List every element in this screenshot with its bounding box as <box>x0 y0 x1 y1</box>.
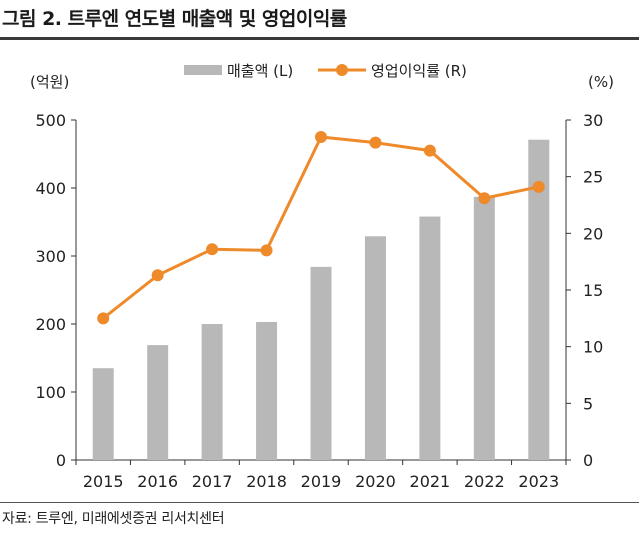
line-point <box>97 312 110 325</box>
y-tick-label-right: 25 <box>583 168 603 187</box>
x-tick-label: 2021 <box>410 472 451 491</box>
bar <box>92 368 114 460</box>
x-tick-label: 2017 <box>192 472 233 491</box>
legend-swatch-bar <box>184 65 222 75</box>
x-tick-label: 2016 <box>137 472 178 491</box>
legend-label-line: 영업이익률 (R) <box>371 62 467 80</box>
bar <box>473 196 495 460</box>
y-tick-label-right: 5 <box>583 394 593 413</box>
line-point <box>478 192 491 205</box>
line-point <box>260 244 273 257</box>
line-point <box>315 131 327 143</box>
bar <box>201 324 223 460</box>
bar <box>364 236 386 460</box>
y-tick-label-left: 400 <box>35 179 66 198</box>
title-divider <box>0 37 639 40</box>
y-tick-label-left: 100 <box>35 383 66 402</box>
bar <box>528 139 550 460</box>
y-tick-label-right: 0 <box>583 451 593 470</box>
bar <box>310 266 332 460</box>
y-tick-label-right: 10 <box>583 338 603 357</box>
chart: 0 100 200 300 400 500 0 5 10 15 20 25 30 (억원) (%) 2015 2… <box>30 62 614 491</box>
line-point <box>423 144 436 157</box>
x-tick-label: 2023 <box>518 472 559 491</box>
y-tick-label-left: 500 <box>35 111 66 130</box>
bar <box>256 321 278 460</box>
y-tick-label-right: 30 <box>583 111 603 130</box>
y-tick-label-left: 0 <box>56 451 66 470</box>
line-point <box>151 269 164 282</box>
line-point <box>206 243 219 256</box>
y-tick-label-left: 200 <box>35 315 66 334</box>
y-tick-label-right: 20 <box>583 224 603 243</box>
page-title: 그림 2. 트루엔 연도별 매출액 및 영업이익률 <box>2 8 347 30</box>
line-point <box>369 136 382 149</box>
line-point <box>532 180 545 193</box>
x-tick-label: 2018 <box>246 472 287 491</box>
y-tick-label-right: 15 <box>583 281 603 300</box>
legend-marker-line <box>336 64 348 76</box>
x-tick-label: 2022 <box>464 472 505 491</box>
plot-area: 0 100 200 300 400 500 0 5 10 15 20 25 30 (억원) (%) 2015 2… <box>30 62 614 491</box>
y-axis-label-left: (억원) <box>30 73 69 91</box>
y-tick-label-left: 300 <box>35 247 66 266</box>
x-tick-label: 2020 <box>355 472 396 491</box>
legend-label-bar: 매출액 (L) <box>227 62 293 80</box>
y-axis-label-right: (%) <box>588 73 614 91</box>
bar <box>419 216 441 460</box>
source-note: 자료: 트루엔, 미래에셋증권 리서치센터 <box>2 511 225 527</box>
bar <box>147 345 169 460</box>
source-divider <box>0 502 639 503</box>
x-tick-label: 2019 <box>301 472 342 491</box>
x-tick-label: 2015 <box>83 472 124 491</box>
title-bar: 그림 2. 트루엔 연도별 매출액 및 영업이익률 <box>0 0 639 40</box>
